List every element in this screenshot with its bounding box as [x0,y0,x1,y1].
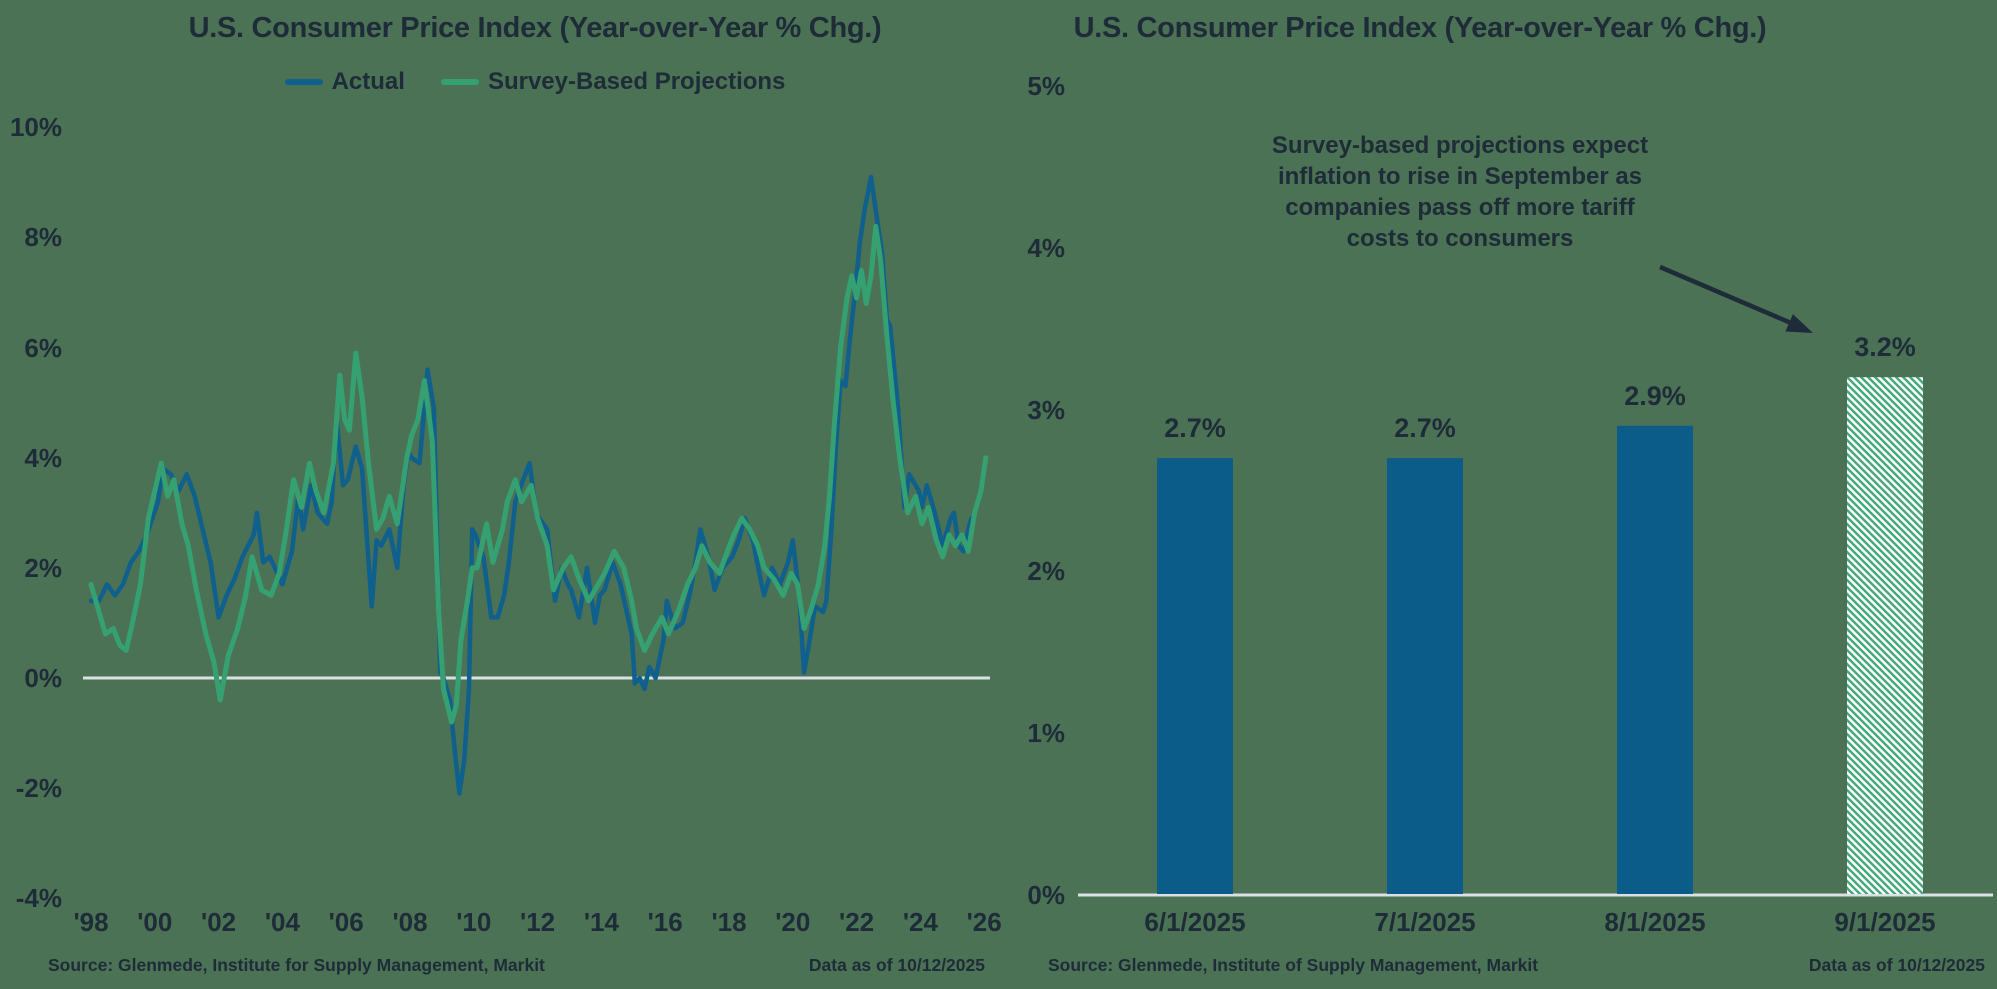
left-y-tick-label: 4% [24,442,62,473]
left-y-tick-label: 0% [24,663,62,693]
bar-value-label: 3.2% [1854,332,1916,363]
legend-label-actual: Actual [331,68,405,95]
left-y-tick-label: 2% [24,552,62,583]
bar-value-label: 2.7% [1164,413,1226,444]
left-x-tick-label: '02 [201,907,237,937]
right-y-tick-label: 3% [1027,394,1065,425]
right-x-tick-label: 6/1/2025 [1144,907,1246,937]
left-x-tick-label: '18 [711,907,747,937]
bar-chart-panel: U.S. Consumer Price Index (Year-over-Yea… [999,0,1997,989]
bar-9/1/2025 [1847,377,1923,894]
left-x-tick-label: '06 [328,907,364,937]
legend-item-projections: Survey-Based Projections [440,68,786,96]
left-chart-title: U.S. Consumer Price Index (Year-over-Yea… [188,12,882,44]
left-x-tick-label: '08 [392,907,428,937]
left-x-tick-label: '26 [966,907,1002,937]
right-y-tick-label: 2% [1027,556,1065,587]
left-y-tick-label: 8% [24,222,62,253]
projections-series-swatch [440,79,479,85]
annotation-arrowhead [1785,314,1813,333]
right-y-tick-label: 0% [1027,880,1065,910]
right-chart-title: U.S. Consumer Price Index (Year-over-Yea… [1073,12,1767,44]
right-x-tick-label: 9/1/2025 [1834,907,1936,937]
bar-8/1/2025 [1617,425,1693,894]
right-y-tick-label: 1% [1027,718,1065,749]
left-data-as-of: Data as of 10/12/2025 [808,955,985,975]
legend-item-actual: Actual [284,68,405,96]
left-y-tick-label: -4% [15,883,62,914]
legend-label-projections: Survey-Based Projections [487,68,786,95]
left-x-tick-label: '14 [583,907,619,937]
left-x-tick-label: '22 [839,907,875,937]
bar-6/1/2025 [1157,458,1233,894]
right-x-tick-label: 7/1/2025 [1374,907,1476,937]
left-x-tick-label: '20 [775,907,811,937]
left-x-tick-label: '12 [520,907,556,937]
right-y-tick-label: 5% [1027,71,1065,101]
left-x-tick-label: '00 [137,907,173,937]
left-x-tick-label: '98 [73,907,109,937]
right-source-note: Source: Glenmede, Institute of Supply Ma… [1048,955,1539,975]
left-x-tick-label: '10 [456,907,492,937]
left-y-tick-label: 10% [9,112,62,143]
projections-line [88,223,989,725]
line-chart-panel: U.S. Consumer Price Index (Year-over-Yea… [0,0,1002,989]
right-y-tick-label: 4% [1027,232,1065,263]
right-x-tick-label: 8/1/2025 [1604,907,1706,937]
left-x-tick-label: '16 [647,907,683,937]
bar-value-label: 2.9% [1624,380,1686,411]
bar-7/1/2025 [1387,458,1463,894]
left-source-note: Source: Glenmede, Institute for Supply M… [48,955,545,975]
left-x-tick-label: '04 [264,907,300,937]
bar-value-label: 2.7% [1394,413,1456,444]
left-x-tick-label: '24 [902,907,938,937]
legend: Actual Survey-Based Projections [95,66,975,98]
annotation-text: Survey-based projections expect inflatio… [1271,132,1649,252]
actual-series-swatch [284,79,323,85]
left-y-tick-label: -2% [15,773,62,804]
left-y-tick-label: 6% [24,332,62,363]
annotation-arrow [1659,264,1792,326]
right-data-as-of: Data as of 10/12/2025 [1808,955,1985,975]
